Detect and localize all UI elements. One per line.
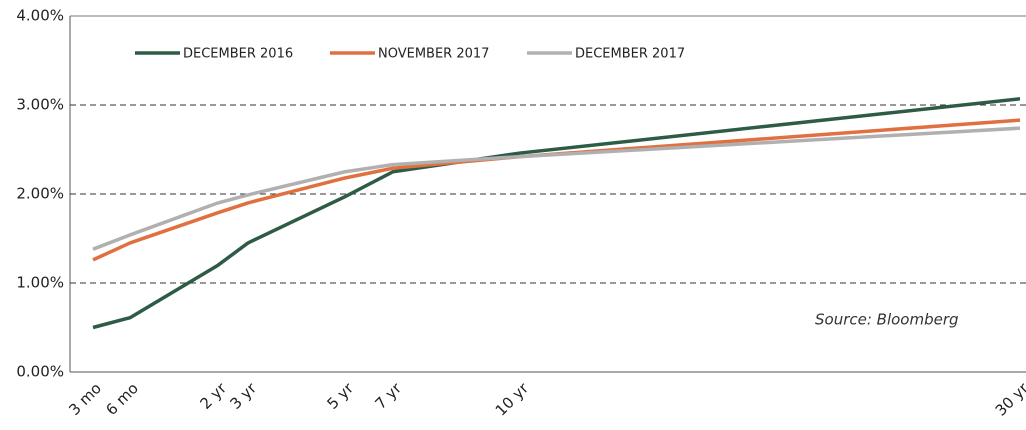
source-note: Source: Bloomberg: [815, 311, 959, 329]
x-tick-label: 10 yr: [492, 379, 533, 420]
legend: DECEMBER 2016 NOVEMBER 2017 DECEMBER 2017: [135, 47, 685, 62]
y-tick-label: 1.00%: [16, 274, 64, 292]
legend-label: DECEMBER 2016: [183, 47, 293, 62]
series-line: [92, 126, 1021, 251]
series-line: [92, 97, 1021, 330]
x-tick-label: 2 yr: [197, 379, 231, 413]
x-tick-label: 7 yr: [372, 379, 406, 413]
legend-label: DECEMBER 2017: [575, 47, 685, 62]
series-line: [92, 118, 1021, 262]
legend-label: NOVEMBER 2017: [378, 47, 489, 62]
y-tick-label: 3.00%: [16, 96, 64, 114]
x-tick-label: 5 yr: [324, 379, 358, 413]
y-tick-label: 4.00%: [16, 7, 64, 25]
x-tick-label: 6 mo: [102, 379, 142, 419]
x-tick-label: 3 mo: [65, 379, 105, 419]
x-tick-label: 30 yr: [992, 379, 1026, 420]
y-tick-label: 2.00%: [16, 185, 64, 203]
x-tick-label: 3 yr: [227, 379, 261, 413]
y-tick-label: 0.00%: [16, 363, 64, 381]
